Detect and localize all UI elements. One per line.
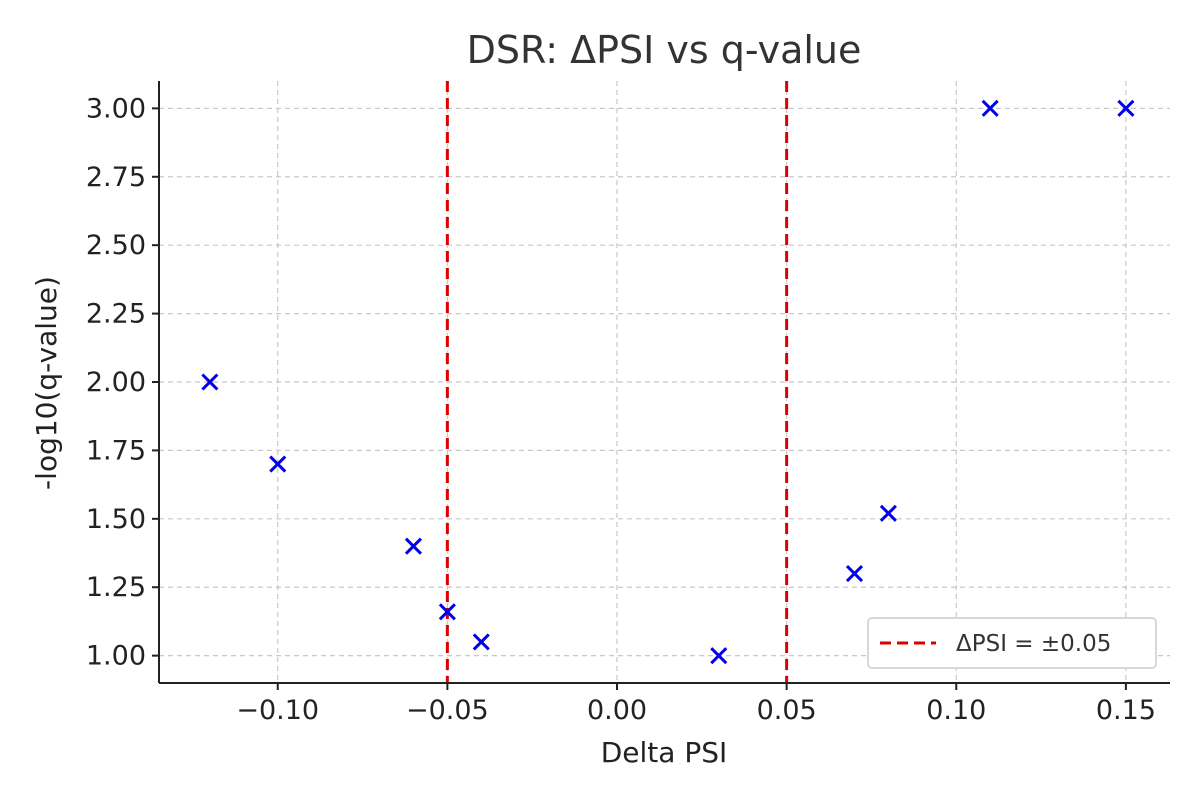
data-point [438, 603, 456, 621]
legend-label: ΔPSI = ±0.05 [956, 631, 1111, 657]
data-point [845, 564, 864, 583]
data-point [404, 537, 423, 555]
x-tick-label: −0.10 [236, 695, 319, 726]
data-point [1117, 99, 1135, 117]
data-points [201, 99, 1135, 665]
point-stroke [710, 647, 728, 665]
data-point [201, 373, 219, 391]
data-point [710, 647, 728, 665]
y-tick-label: 3.00 [86, 93, 146, 124]
point-stroke [981, 99, 999, 117]
chart-title: DSR: ΔPSI vs q-value [467, 28, 862, 72]
y-tick-label: 2.25 [86, 299, 146, 330]
data-point [472, 633, 490, 651]
y-tick-label: 2.75 [86, 162, 146, 193]
point-stroke [269, 455, 287, 473]
data-point [981, 99, 999, 117]
legend-box [867, 617, 1157, 669]
grid [159, 81, 1170, 683]
x-tick-label: −0.05 [406, 695, 489, 726]
point-stroke [438, 603, 456, 621]
y-tick-label: 1.75 [86, 435, 146, 466]
x-tick-label: 0.00 [587, 695, 647, 726]
legend: ΔPSI = ±0.05 [867, 617, 1157, 669]
x-ticks: −0.10 −0.05 0.00 0.05 0.10 0.15 [236, 683, 1156, 726]
point-stroke [845, 564, 864, 583]
point-stroke [201, 373, 219, 391]
x-axis-label: Delta PSI [601, 736, 728, 769]
x-tick-label: 0.10 [926, 695, 986, 726]
reference-lines [445, 81, 789, 683]
data-point [269, 455, 287, 473]
x-tick-label: 0.05 [757, 695, 817, 726]
y-tick-label: 1.00 [86, 641, 146, 672]
y-ticks: 1.00 1.25 1.50 1.75 2.00 2.25 2.50 2.75 3.00 [86, 93, 159, 672]
x-tick-label: 0.15 [1096, 695, 1156, 726]
y-tick-label: 1.25 [86, 572, 146, 603]
data-point [879, 504, 897, 522]
y-axis-label: -log10(q-value) [30, 276, 63, 490]
point-stroke [472, 633, 490, 651]
point-stroke [1117, 99, 1135, 117]
point-stroke [404, 537, 423, 555]
y-tick-label: 1.50 [86, 504, 146, 535]
y-tick-label: 2.00 [86, 367, 146, 398]
y-tick-label: 2.50 [86, 230, 146, 261]
point-stroke [879, 504, 897, 522]
